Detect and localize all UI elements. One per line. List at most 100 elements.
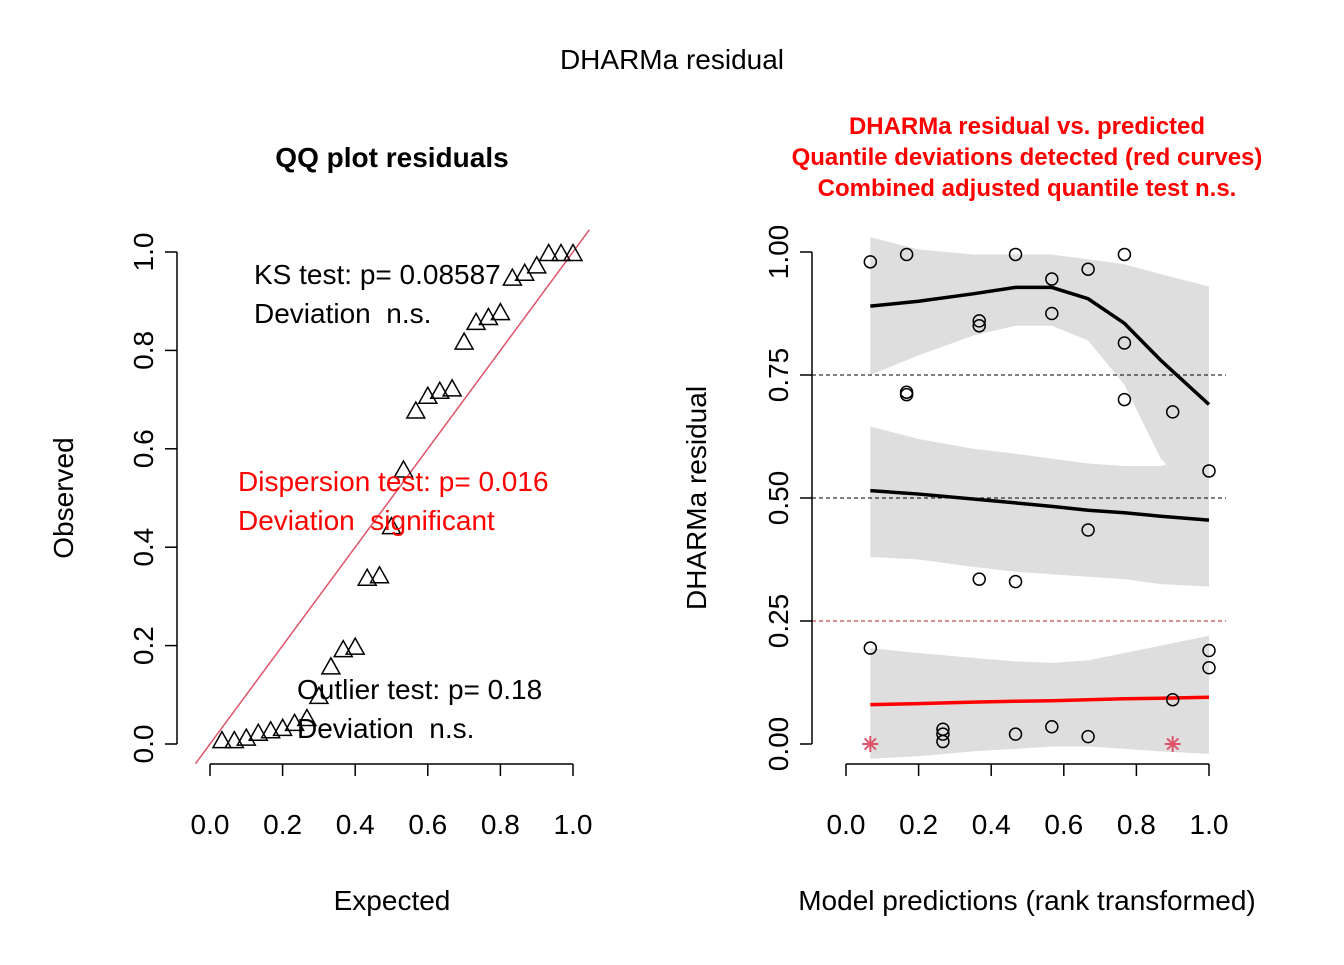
residual-point — [1081, 262, 1095, 276]
qq-reference-layer — [194, 229, 590, 765]
qq-point — [490, 302, 511, 321]
quantile-curves — [870, 285, 1211, 707]
residual-x-tick-label: 0.2 — [899, 809, 938, 840]
quantile-curve-0.25 — [870, 695, 1210, 707]
qq-y-tick-label: 0.6 — [128, 429, 159, 468]
residual-point — [863, 255, 878, 269]
residual-x-tick-label: 0.4 — [972, 809, 1011, 840]
outlier-points — [862, 736, 1181, 752]
qq-x-tick-label: 0.4 — [336, 809, 375, 840]
qq-point — [393, 459, 414, 478]
qq-axes: 0.0 0.2 0.4 0.6 0.8 1.0 0.0 0.2 0.4 0.6 0.8 1.0 — [128, 233, 592, 840]
residual-point — [899, 387, 914, 402]
residual-point — [1202, 464, 1216, 478]
qq-x-tick-label: 0.2 — [263, 809, 302, 840]
qq-point — [356, 567, 378, 587]
residual-point — [1045, 306, 1059, 321]
qq-point — [296, 707, 318, 727]
residual-point — [1081, 523, 1095, 537]
qq-y-tick-label: 0.8 — [128, 331, 159, 370]
qq-point — [344, 636, 366, 655]
residual-xlabel: Model predictions (rank transformed) — [798, 885, 1256, 916]
qq-point — [224, 730, 245, 749]
residual-point — [1165, 405, 1180, 419]
residual-points — [863, 247, 1216, 749]
residual-point — [1008, 727, 1023, 741]
qq-point — [465, 311, 487, 331]
residual-x-tick-label: 0.0 — [827, 809, 866, 840]
residual-title-line1: DHARMa residual vs. predicted — [849, 113, 1205, 140]
outlier-deviation-label: Deviation n.s. — [297, 713, 474, 744]
qq-point — [247, 722, 269, 741]
qq-x-tick-label: 0.0 — [191, 809, 230, 840]
residual-title-line2: Quantile deviations detected (red curves… — [792, 144, 1263, 171]
qq-point — [308, 685, 330, 705]
residual-point — [1117, 247, 1132, 262]
quantile-curve-0.5 — [870, 488, 1210, 522]
figure-title: DHARMa residual — [560, 44, 784, 75]
qq-xlabel: Expected — [334, 885, 451, 916]
residual-point — [972, 572, 986, 586]
qq-point — [441, 378, 463, 397]
qq-title: QQ plot residuals — [275, 142, 508, 173]
outlier-star-stroke — [864, 737, 877, 751]
outlier-star — [862, 736, 879, 752]
qq-point — [405, 400, 427, 419]
qq-point — [381, 516, 402, 535]
qq-y-tick-label: 0.4 — [128, 528, 159, 567]
qq-point — [562, 243, 584, 262]
ks-deviation-label: Deviation n.s. — [254, 298, 431, 329]
qq-point — [453, 331, 475, 350]
outlier-star — [1164, 736, 1181, 752]
qq-point — [478, 306, 499, 326]
residual-point — [1045, 272, 1059, 286]
residual-point — [1202, 643, 1216, 658]
qq-y-tick-label: 0.0 — [128, 725, 159, 764]
qq-x-tick-label: 0.8 — [481, 809, 520, 840]
residual-point — [1008, 247, 1023, 262]
qq-point — [429, 380, 451, 400]
quantile-curve-0.75 — [870, 285, 1211, 406]
qq-ylabel: Observed — [48, 437, 79, 558]
qq-point — [369, 565, 390, 584]
residual-point — [936, 734, 950, 749]
qq-point — [332, 639, 354, 658]
residual-title-line3: Combined adjusted quantile test n.s. — [818, 175, 1237, 202]
residual-point — [972, 319, 986, 333]
residual-point — [1117, 392, 1132, 407]
qq-point — [538, 243, 559, 262]
residual-point — [899, 247, 914, 262]
residual-y-tick-label: 1.00 — [763, 225, 794, 280]
dispersion-deviation-label: Deviation significant — [238, 505, 495, 536]
residual-x-tick-label: 0.6 — [1044, 809, 1083, 840]
qq-point — [260, 720, 281, 739]
residual-y-tick-label: 0.75 — [763, 348, 794, 403]
qq-point — [211, 730, 233, 749]
qq-x-tick-label: 1.0 — [554, 809, 593, 840]
qq-points — [211, 243, 584, 749]
outlier-test-label: Outlier test: p= 0.18 — [297, 674, 542, 705]
residual-y-tick-label: 0.00 — [763, 717, 794, 772]
qq-x-tick-label: 0.6 — [408, 809, 447, 840]
qq-point — [502, 267, 523, 286]
qq-reference-line — [194, 229, 590, 765]
residual-point — [1165, 692, 1180, 707]
residual-point — [1081, 729, 1095, 744]
residual-x-tick-label: 0.8 — [1117, 809, 1156, 840]
qq-point — [526, 255, 547, 274]
qq-y-tick-label: 0.2 — [128, 626, 159, 665]
residual-point — [1117, 336, 1132, 350]
qq-y-tick-label: 1.0 — [128, 233, 159, 272]
dispersion-test-label: Dispersion test: p= 0.016 — [238, 466, 549, 497]
residual-point — [1045, 720, 1059, 734]
residual-y-tick-label: 0.25 — [763, 594, 794, 649]
residual-point — [972, 314, 986, 328]
residual-x-tick-label: 1.0 — [1190, 809, 1229, 840]
ks-test-label: KS test: p= 0.08587 — [254, 259, 501, 290]
residual-point — [863, 641, 878, 655]
quantile-reference-lines — [812, 374, 1226, 622]
residual-point — [1008, 574, 1023, 589]
residual-axes: 0.0 0.2 0.4 0.6 0.8 1.0 0.00 0.25 0.50 0.75 1.00 — [763, 225, 1228, 840]
qq-point — [417, 385, 439, 404]
